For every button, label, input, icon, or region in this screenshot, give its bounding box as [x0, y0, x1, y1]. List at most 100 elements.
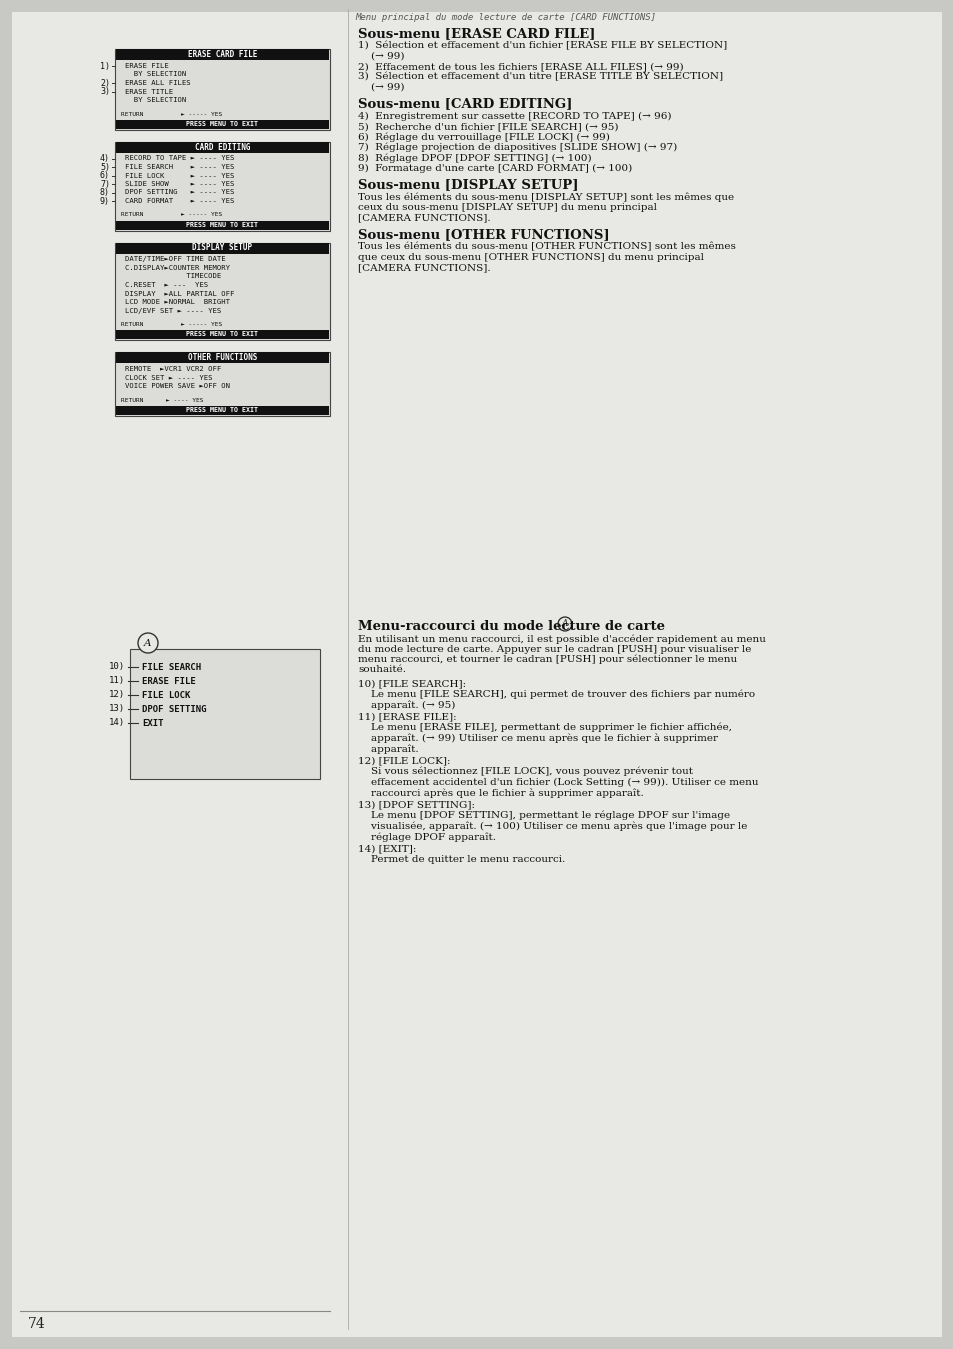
Text: 12): 12): [109, 691, 125, 700]
Text: 1): 1): [100, 62, 110, 70]
Text: DISPLAY  ►ALL PARTIAL OFF: DISPLAY ►ALL PARTIAL OFF: [125, 290, 234, 297]
Bar: [130, 649, 319, 778]
Text: RETURN          ► ----- YES: RETURN ► ----- YES: [121, 112, 222, 116]
Text: 2)  Effacement de tous les fichiers [ERASE ALL FILES] (→ 99): 2) Effacement de tous les fichiers [ERAS…: [357, 62, 683, 71]
Text: [CAMERA FUNCTIONS].: [CAMERA FUNCTIONS].: [357, 213, 490, 223]
Text: (→ 99): (→ 99): [357, 84, 404, 92]
Text: 10) [FILE SEARCH]:: 10) [FILE SEARCH]:: [357, 679, 466, 688]
Text: 10): 10): [109, 662, 125, 672]
Text: 12) [FILE LOCK]:: 12) [FILE LOCK]:: [357, 757, 450, 765]
Text: 8): 8): [100, 189, 110, 197]
Text: DATE/TIME►OFF TIME DATE: DATE/TIME►OFF TIME DATE: [125, 256, 226, 263]
Text: visualisée, apparaît. (→ 100) Utiliser ce menu après que l'image pour le: visualisée, apparaît. (→ 100) Utiliser c…: [357, 822, 746, 831]
Text: Le menu [FILE SEARCH], qui permet de trouver des fichiers par numéro: Le menu [FILE SEARCH], qui permet de tro…: [357, 689, 755, 699]
Text: PRESS MENU TO EXIT: PRESS MENU TO EXIT: [186, 407, 258, 413]
Text: 5)  Recherche d'un fichier [FILE SEARCH] (→ 95): 5) Recherche d'un fichier [FILE SEARCH] …: [357, 121, 618, 131]
Bar: [116, 406, 329, 414]
Text: DPOF SETTING: DPOF SETTING: [142, 704, 206, 714]
Text: effacement accidentel d'un fichier (Lock Setting (→ 99)). Utiliser ce menu: effacement accidentel d'un fichier (Lock…: [357, 777, 758, 786]
Text: 9): 9): [100, 197, 110, 206]
Circle shape: [558, 616, 572, 631]
Text: Si vous sélectionnez [FILE LOCK], vous pouvez prévenir tout: Si vous sélectionnez [FILE LOCK], vous p…: [357, 768, 692, 777]
Text: [CAMERA FUNCTIONS].: [CAMERA FUNCTIONS].: [357, 263, 490, 272]
Text: 11): 11): [109, 676, 125, 685]
Text: Sous-menu [ERASE CARD FILE]: Sous-menu [ERASE CARD FILE]: [357, 27, 595, 40]
Text: 3)  Sélection et effacement d'un titre [ERASE TITLE BY SELECTION]: 3) Sélection et effacement d'un titre [E…: [357, 73, 722, 82]
Text: A: A: [561, 619, 568, 629]
Text: FILE SEARCH: FILE SEARCH: [142, 662, 201, 672]
Text: Permet de quitter le menu raccourci.: Permet de quitter le menu raccourci.: [357, 855, 565, 863]
Text: 5): 5): [100, 163, 110, 171]
Text: 1)  Sélection et effacement d'un fichier [ERASE FILE BY SELECTION]: 1) Sélection et effacement d'un fichier …: [357, 40, 726, 50]
Text: réglage DPOF apparaît.: réglage DPOF apparaît.: [357, 832, 496, 842]
Text: REMOTE  ►VCR1 VCR2 OFF: REMOTE ►VCR1 VCR2 OFF: [125, 366, 221, 372]
Text: A: A: [144, 638, 152, 648]
Text: ERASE TITLE: ERASE TITLE: [125, 89, 172, 94]
Text: 13): 13): [109, 704, 125, 714]
Text: 8)  Réglage DPOF [DPOF SETTING] (→ 100): 8) Réglage DPOF [DPOF SETTING] (→ 100): [357, 154, 591, 163]
Text: SLIDE SHOW     ► ---- YES: SLIDE SHOW ► ---- YES: [125, 181, 234, 188]
Text: 14): 14): [109, 719, 125, 727]
Text: 14) [EXIT]:: 14) [EXIT]:: [357, 844, 416, 854]
Text: RECORD TO TAPE ► ---- YES: RECORD TO TAPE ► ---- YES: [125, 155, 234, 162]
Text: DISPLAY SETUP: DISPLAY SETUP: [193, 244, 253, 252]
Text: FILE LOCK      ► ---- YES: FILE LOCK ► ---- YES: [125, 173, 234, 178]
Text: C.DISPLAY►COUNTER MEMORY: C.DISPLAY►COUNTER MEMORY: [125, 264, 230, 271]
Text: BY SELECTION: BY SELECTION: [125, 97, 186, 103]
Text: 2): 2): [100, 78, 110, 88]
Text: LCD MODE ►NORMAL  BRIGHT: LCD MODE ►NORMAL BRIGHT: [125, 299, 230, 305]
Text: apparaît. (→ 95): apparaît. (→ 95): [357, 700, 455, 710]
Text: OTHER FUNCTIONS: OTHER FUNCTIONS: [188, 353, 257, 362]
Text: 13) [DPOF SETTING]:: 13) [DPOF SETTING]:: [357, 800, 475, 809]
Text: PRESS MENU TO EXIT: PRESS MENU TO EXIT: [186, 121, 258, 127]
Bar: [116, 331, 329, 339]
Bar: [116, 352, 329, 363]
Text: VOICE POWER SAVE ►OFF ON: VOICE POWER SAVE ►OFF ON: [125, 383, 230, 389]
Text: TIMECODE: TIMECODE: [125, 274, 221, 279]
Bar: [116, 243, 329, 254]
Text: (→ 99): (→ 99): [357, 51, 404, 61]
Text: PRESS MENU TO EXIT: PRESS MENU TO EXIT: [186, 332, 258, 337]
Text: DPOF SETTING   ► ---- YES: DPOF SETTING ► ---- YES: [125, 189, 234, 196]
Text: Tous les éléments du sous-menu [DISPLAY SETUP] sont les mêmes que: Tous les éléments du sous-menu [DISPLAY …: [357, 193, 734, 202]
Circle shape: [138, 633, 158, 653]
Text: Sous-menu [DISPLAY SETUP]: Sous-menu [DISPLAY SETUP]: [357, 178, 578, 192]
Text: 74: 74: [28, 1317, 46, 1331]
Text: BY SELECTION: BY SELECTION: [125, 71, 186, 77]
Text: ERASE FILE: ERASE FILE: [142, 676, 195, 685]
Text: LCD/EVF SET ► ---- YES: LCD/EVF SET ► ---- YES: [125, 308, 221, 313]
Bar: [116, 142, 329, 152]
Text: RETURN          ► ----- YES: RETURN ► ----- YES: [121, 213, 222, 217]
Text: apparaît. (→ 99) Utiliser ce menu après que le fichier à supprimer: apparaît. (→ 99) Utiliser ce menu après …: [357, 734, 718, 743]
Text: En utilisant un menu raccourci, il est possible d'accéder rapidement au menu: En utilisant un menu raccourci, il est p…: [357, 634, 765, 643]
Text: Tous les éléments du sous-menu [OTHER FUNCTIONS] sont les mêmes: Tous les éléments du sous-menu [OTHER FU…: [357, 241, 735, 251]
Text: Menu principal du mode lecture de carte [CARD FUNCTIONS]: Menu principal du mode lecture de carte …: [355, 13, 656, 22]
Text: 7)  Réglage projection de diapositives [SLIDE SHOW] (→ 97): 7) Réglage projection de diapositives [S…: [357, 143, 677, 152]
Text: 6)  Réglage du verrouillage [FILE LOCK] (→ 99): 6) Réglage du verrouillage [FILE LOCK] (…: [357, 132, 609, 142]
Text: raccourci après que le fichier à supprimer apparaît.: raccourci après que le fichier à supprim…: [357, 788, 643, 797]
Text: RETURN          ► ----- YES: RETURN ► ----- YES: [121, 322, 222, 326]
Bar: [115, 142, 330, 231]
Text: 4)  Enregistrement sur cassette [RECORD TO TAPE] (→ 96): 4) Enregistrement sur cassette [RECORD T…: [357, 112, 671, 120]
Text: Le menu [DPOF SETTING], permettant le réglage DPOF sur l'image: Le menu [DPOF SETTING], permettant le ré…: [357, 811, 729, 820]
Text: C.RESET  ► ---  YES: C.RESET ► --- YES: [125, 282, 208, 287]
Text: CARD FORMAT    ► ---- YES: CARD FORMAT ► ---- YES: [125, 198, 234, 204]
Bar: [116, 120, 329, 128]
Text: Le menu [ERASE FILE], permettant de supprimer le fichier affichée,: Le menu [ERASE FILE], permettant de supp…: [357, 723, 731, 733]
Bar: [115, 243, 330, 340]
Text: ERASE ALL FILES: ERASE ALL FILES: [125, 80, 191, 86]
Text: FILE LOCK: FILE LOCK: [142, 691, 191, 700]
Text: ceux du sous-menu [DISPLAY SETUP] du menu principal: ceux du sous-menu [DISPLAY SETUP] du men…: [357, 202, 657, 212]
Text: Menu-raccourci du mode lecture de carte: Menu-raccourci du mode lecture de carte: [357, 621, 669, 633]
Text: 3): 3): [100, 88, 110, 96]
Text: apparaît.: apparaît.: [357, 745, 418, 754]
Text: RETURN      ► ---- YES: RETURN ► ---- YES: [121, 398, 203, 402]
Text: FILE SEARCH    ► ---- YES: FILE SEARCH ► ---- YES: [125, 165, 234, 170]
Text: CARD EDITING: CARD EDITING: [194, 143, 250, 151]
Text: ERASE CARD FILE: ERASE CARD FILE: [188, 50, 257, 59]
Text: que ceux du sous-menu [OTHER FUNCTIONS] du menu principal: que ceux du sous-menu [OTHER FUNCTIONS] …: [357, 252, 703, 262]
Text: menu raccourci, et tourner le cadran [PUSH] pour sélectionner le menu: menu raccourci, et tourner le cadran [PU…: [357, 656, 737, 665]
Text: 6): 6): [100, 171, 110, 181]
Bar: [115, 49, 330, 130]
Text: CLOCK SET ► ---- YES: CLOCK SET ► ---- YES: [125, 375, 213, 380]
